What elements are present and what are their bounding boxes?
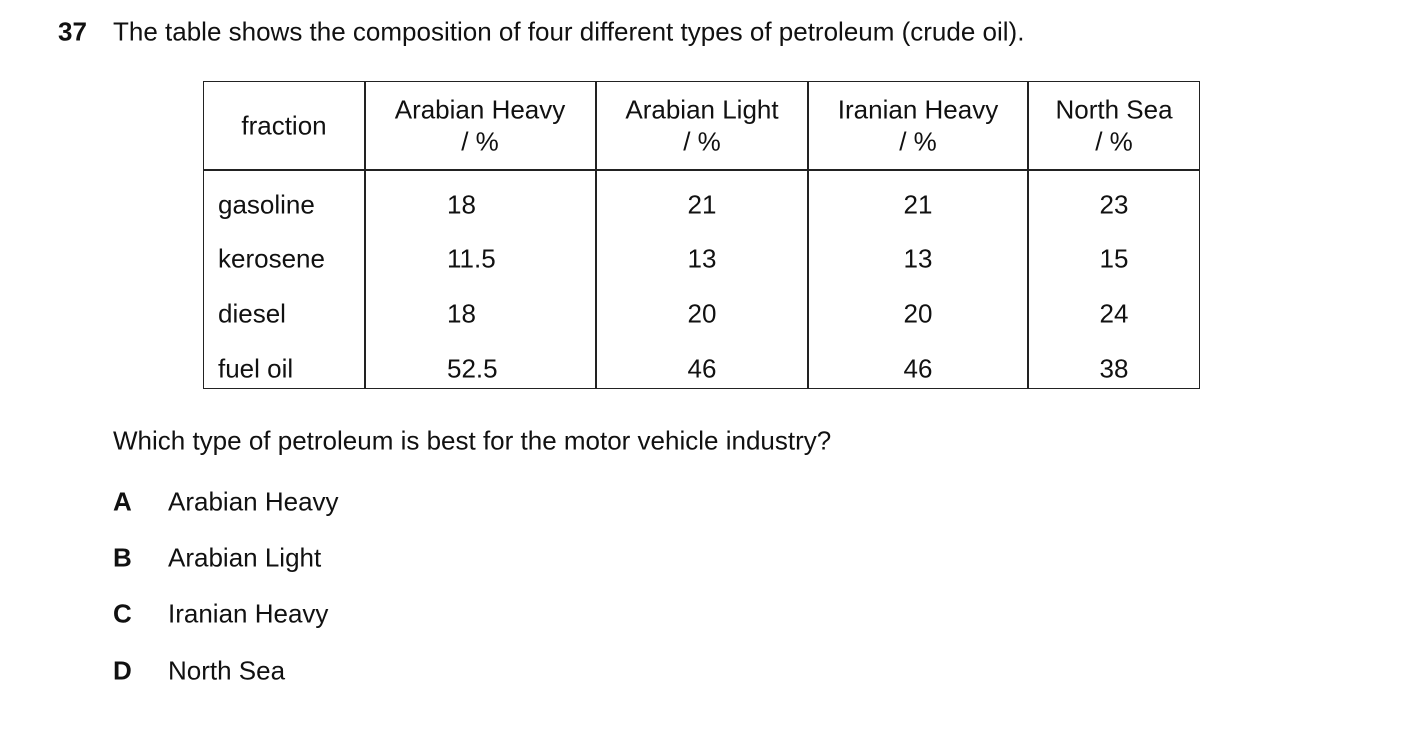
column-name: North Sea (1055, 94, 1173, 125)
cell-value: 46 (687, 353, 717, 384)
cell-value: 23 (1099, 189, 1129, 220)
cell-value: 18 (447, 298, 476, 329)
header-rule (203, 169, 1200, 171)
cell-value: 11.5 (447, 243, 496, 274)
option-letter: C (113, 598, 132, 629)
cell-value: 20 (687, 298, 717, 329)
column-unit: / % (683, 126, 721, 157)
question-text: The table shows the composition of four … (113, 16, 1025, 47)
column-unit: / % (461, 126, 499, 157)
cell-value: 21 (687, 189, 717, 220)
option-letter: A (113, 486, 132, 517)
column-unit: / % (1095, 126, 1133, 157)
column-name: Iranian Heavy (837, 94, 999, 125)
cell-value: 24 (1099, 298, 1129, 329)
option-text: North Sea (168, 655, 286, 686)
column-name: Arabian Heavy (394, 94, 566, 125)
option-text: Arabian Heavy (168, 486, 339, 517)
cell-value: 18 (447, 189, 476, 220)
cell-value: 46 (903, 353, 933, 384)
corner-header: fraction (241, 110, 327, 141)
column-rule (595, 81, 597, 389)
column-unit: / % (899, 126, 937, 157)
cell-value: 13 (903, 243, 933, 274)
cell-value: 15 (1099, 243, 1129, 274)
fraction-name: gasoline (218, 189, 315, 220)
cell-value: 13 (687, 243, 717, 274)
option-text: Iranian Heavy (168, 598, 329, 629)
column-rule (1027, 81, 1029, 389)
cell-value: 20 (903, 298, 933, 329)
column-rule (364, 81, 366, 389)
cell-value: 52.5 (447, 353, 498, 384)
fraction-name: fuel oil (218, 353, 294, 384)
column-rule (807, 81, 809, 389)
cell-value: 21 (903, 189, 933, 220)
cell-value: 38 (1099, 353, 1129, 384)
fraction-name: kerosene (218, 243, 325, 274)
question-prompt: Which type of petroleum is best for the … (113, 425, 832, 456)
table-border (203, 81, 1200, 389)
fraction-name: diesel (218, 298, 286, 329)
option-letter: B (113, 542, 132, 573)
question-number: 37 (58, 16, 87, 47)
column-name: Arabian Light (625, 94, 779, 125)
option-letter: D (113, 655, 132, 686)
option-text: Arabian Light (168, 542, 322, 573)
